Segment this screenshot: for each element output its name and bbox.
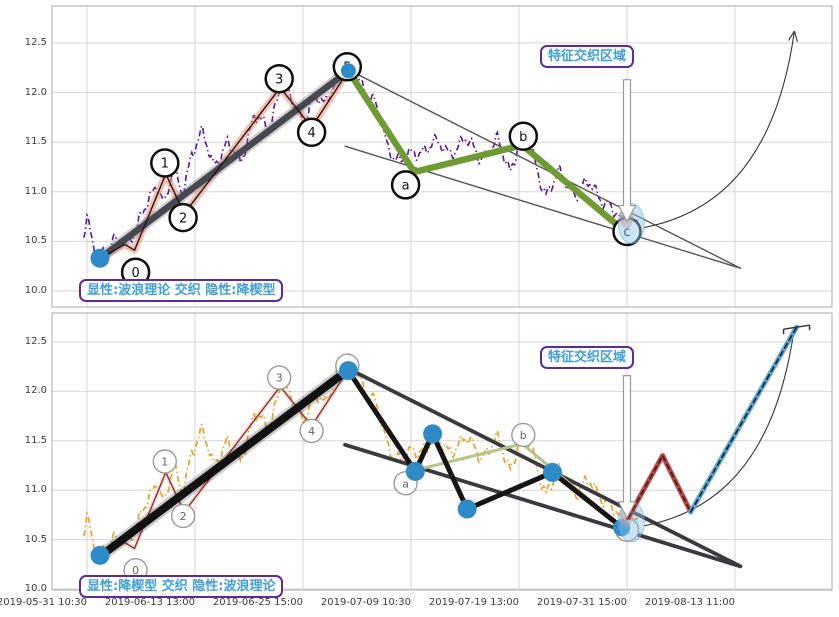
svg-text:4: 4: [308, 425, 315, 438]
svg-text:c: c: [623, 225, 630, 240]
y-tick-label: 12.0: [24, 385, 47, 397]
svg-text:3: 3: [276, 372, 283, 385]
svg-text:0: 0: [131, 266, 139, 281]
y-tick-label: 11.5: [24, 136, 47, 148]
y-tick-label: 10.0: [24, 285, 47, 296]
svg-text:4: 4: [307, 126, 315, 141]
y-tick-label: 11.5: [24, 434, 47, 446]
svg-text:1: 1: [161, 157, 169, 172]
explicit-implicit-label-bottom: 显性:降楔型 交织 隐性:波浪理论: [79, 575, 284, 598]
x-tick-label: 2019-06-25 15:00: [212, 597, 303, 608]
svg-text:a: a: [402, 179, 410, 194]
feature-interweave-zone-label-bottom: 特征交织区域: [540, 346, 635, 369]
x-tick-label: 2019-07-19 13:00: [428, 597, 519, 608]
x-tick-label: 2019-05-31 10:30: [0, 597, 87, 608]
feature-interweave-zone-label-top: 特征交织区域: [540, 45, 635, 68]
x-tick-label: 2019-06-13 13:00: [104, 597, 195, 608]
y-tick-label: 10.5: [24, 235, 47, 247]
explicit-implicit-label-top: 显性:波浪理论 交织 隐性:降楔型: [79, 279, 284, 302]
svg-text:2: 2: [179, 211, 187, 226]
svg-text:0: 0: [132, 564, 139, 577]
x-tick-label: 2019-08-13 11:00: [644, 597, 735, 608]
y-tick-label: 12.5: [24, 336, 47, 347]
y-tick-label: 12.5: [24, 37, 47, 48]
x-tick-label: 2019-07-31 15:00: [536, 597, 627, 608]
svg-text:2: 2: [180, 510, 187, 523]
svg-text:b: b: [520, 429, 527, 442]
y-tick-label: 10.0: [24, 583, 47, 594]
y-tick-label: 10.5: [24, 533, 47, 545]
svg-text:a: a: [402, 477, 409, 490]
svg-text:b: b: [519, 130, 527, 145]
svg-text:3: 3: [275, 72, 283, 87]
y-tick-label: 11.0: [24, 484, 47, 496]
y-tick-label: 11.0: [24, 185, 47, 197]
y-tick-label: 12.0: [24, 86, 47, 98]
svg-text:1: 1: [161, 455, 168, 468]
x-tick-label: 2019-07-09 10:30: [320, 597, 411, 608]
